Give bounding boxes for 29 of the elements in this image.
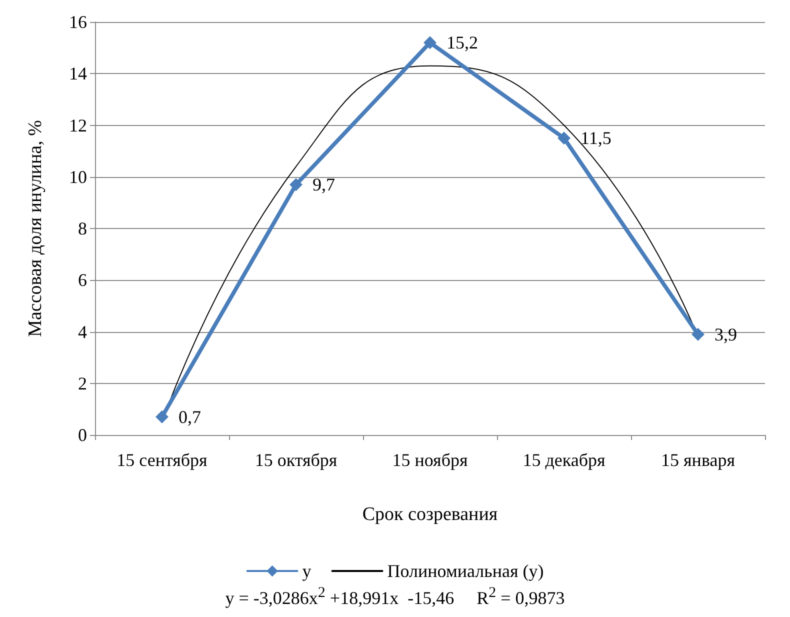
- y-tick-label: 12: [69, 115, 87, 136]
- y-tick-label: 14: [69, 64, 87, 84]
- y-tick-label: 10: [69, 166, 87, 187]
- y-axis-title: Массовая доля инулина, %: [25, 120, 46, 337]
- y-tick-label: 2: [78, 373, 87, 394]
- point: [290, 178, 302, 192]
- y-tick-label: 0: [78, 425, 87, 445]
- legend-label: y: [302, 561, 312, 581]
- x-tick-label: 15 января: [661, 450, 735, 470]
- point: [558, 132, 570, 145]
- y-tick-label: 4: [78, 322, 87, 342]
- x-axis-title: Срок созревания: [362, 504, 498, 525]
- data-label: 0,7: [178, 406, 201, 427]
- point: [156, 410, 168, 424]
- x-tick-label: 15 октября: [254, 450, 338, 470]
- x-tick-label: 15 ноября: [392, 450, 468, 470]
- data-label: 9,7: [312, 174, 335, 195]
- y-tick-label: 16: [69, 12, 87, 32]
- legend-label: Полиномиальная (y): [387, 561, 544, 581]
- data-label: 11,5: [580, 128, 612, 148]
- point: [692, 328, 704, 341]
- y-tick-label: 8: [78, 218, 87, 238]
- point: [424, 36, 436, 50]
- x-tick-label: 15 сентября: [116, 450, 208, 470]
- y-tick-label: 6: [78, 270, 87, 290]
- data-label: 15,2: [446, 32, 478, 53]
- data-label: 3,9: [714, 324, 737, 344]
- x-tick-label: 15 декабря: [522, 450, 606, 470]
- text: y = -3,0286x$^{2}$ +18,991x -15,46 R$^{2}$ = 0,9873: [224, 585, 566, 609]
